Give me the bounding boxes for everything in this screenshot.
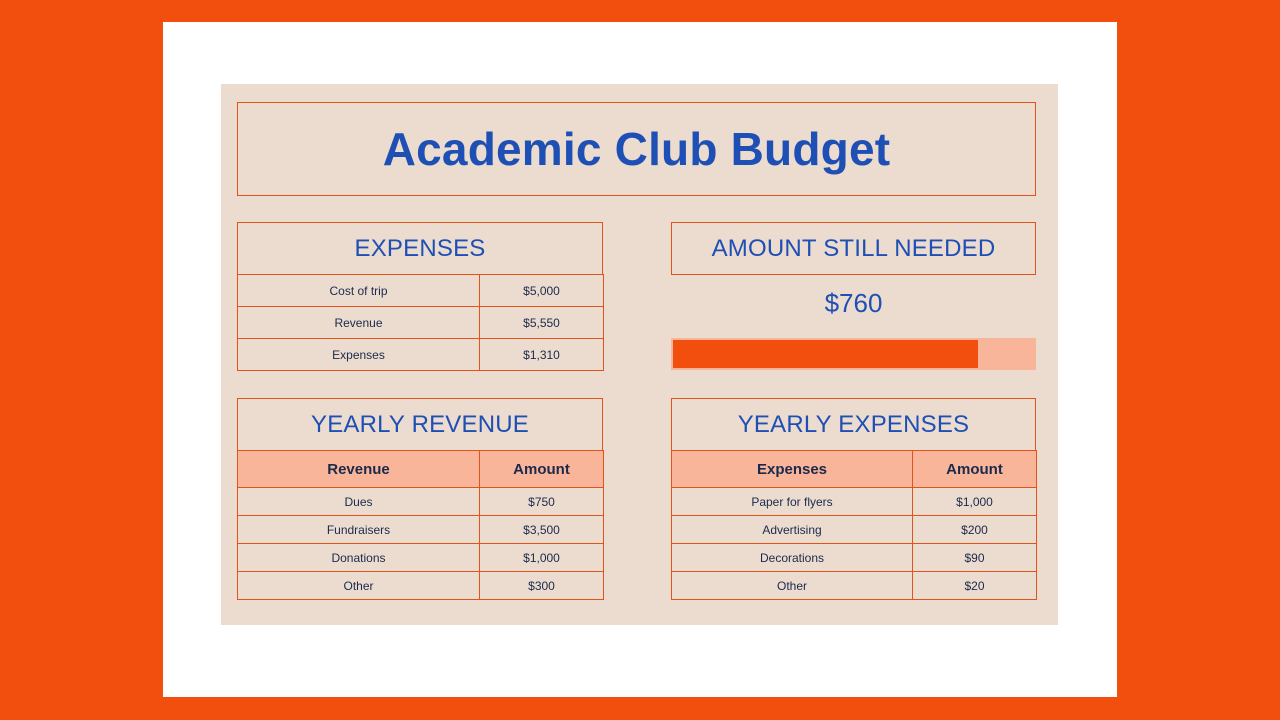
- cell-label: Paper for flyers: [671, 487, 913, 516]
- title-box: Academic Club Budget: [237, 102, 1036, 196]
- yearly-expenses-heading-text: YEARLY EXPENSES: [737, 410, 970, 438]
- cell-value: $90: [912, 543, 1037, 572]
- table-row: Donations $1,000: [237, 543, 604, 572]
- table-row: Expenses $1,310: [237, 338, 604, 371]
- cell-value: $3,500: [479, 515, 604, 544]
- column-header: Revenue: [237, 450, 480, 488]
- table-row: Other $20: [671, 571, 1037, 600]
- column-header: Expenses: [671, 450, 913, 488]
- yearly-expenses-heading: YEARLY EXPENSES: [671, 398, 1036, 451]
- table-row: Dues $750: [237, 487, 604, 516]
- expenses-summary-heading-text: EXPENSES: [354, 234, 486, 262]
- cell-label: Dues: [237, 487, 480, 516]
- cell-label: Donations: [237, 543, 480, 572]
- cell-value: $1,310: [479, 338, 604, 371]
- table-header-row: Expenses Amount: [671, 450, 1037, 488]
- cell-label: Revenue: [237, 306, 480, 339]
- table-row: Decorations $90: [671, 543, 1037, 572]
- amount-needed-value: $760: [824, 288, 883, 318]
- table-row: Advertising $200: [671, 515, 1037, 544]
- progress-fill: [673, 340, 978, 368]
- cell-label: Fundraisers: [237, 515, 480, 544]
- cell-label: Advertising: [671, 515, 913, 544]
- table-header-row: Revenue Amount: [237, 450, 604, 488]
- page-title: Academic Club Budget: [382, 123, 891, 175]
- cell-value: $750: [479, 487, 604, 516]
- yearly-revenue-table: Revenue Amount Dues $750 Fundraisers $3,…: [237, 450, 604, 600]
- table-row: Other $300: [237, 571, 604, 600]
- table-row: Cost of trip $5,000: [237, 274, 604, 307]
- cell-label: Cost of trip: [237, 274, 480, 307]
- table-row: Paper for flyers $1,000: [671, 487, 1037, 516]
- cell-label: Other: [237, 571, 480, 600]
- column-header: Amount: [912, 450, 1037, 488]
- yearly-revenue-heading: YEARLY REVENUE: [237, 398, 603, 451]
- cell-value: $5,000: [479, 274, 604, 307]
- expenses-summary-heading: EXPENSES: [237, 222, 603, 275]
- yearly-revenue-heading-text: YEARLY REVENUE: [311, 410, 529, 438]
- progress-bar: [671, 338, 1036, 370]
- table-row: Fundraisers $3,500: [237, 515, 604, 544]
- expenses-summary-table: Cost of trip $5,000 Revenue $5,550 Expen…: [237, 274, 604, 371]
- amount-needed-heading: AMOUNT STILL NEEDED: [671, 222, 1036, 275]
- cell-value: $200: [912, 515, 1037, 544]
- cell-value: $1,000: [912, 487, 1037, 516]
- yearly-expenses-table: Expenses Amount Paper for flyers $1,000 …: [671, 450, 1037, 600]
- cell-value: $5,550: [479, 306, 604, 339]
- cell-label: Other: [671, 571, 913, 600]
- cell-label: Decorations: [671, 543, 913, 572]
- column-header: Amount: [479, 450, 604, 488]
- cell-value: $1,000: [479, 543, 604, 572]
- cell-label: Expenses: [237, 338, 480, 371]
- amount-needed-heading-text: AMOUNT STILL NEEDED: [711, 234, 996, 262]
- cell-value: $20: [912, 571, 1037, 600]
- table-row: Revenue $5,550: [237, 306, 604, 339]
- cell-value: $300: [479, 571, 604, 600]
